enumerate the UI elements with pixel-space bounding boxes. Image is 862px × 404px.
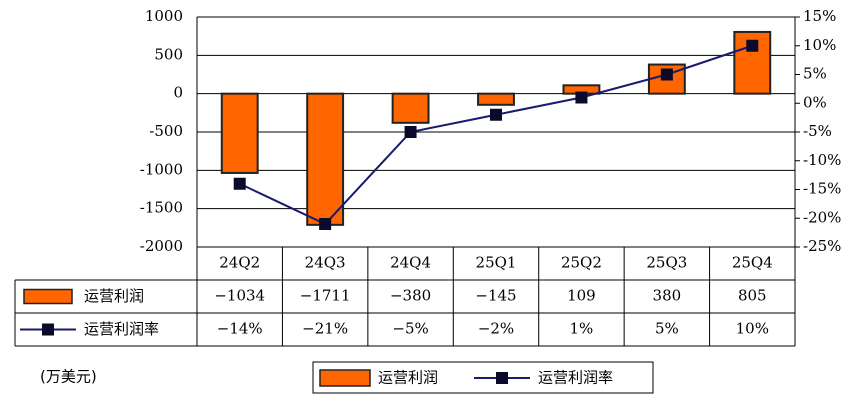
bar <box>306 92 345 226</box>
bar <box>391 92 430 124</box>
table-value: 5% <box>655 320 679 338</box>
y-tick-label: -1000 <box>140 160 183 178</box>
y2-tick-label: 10% <box>803 36 836 54</box>
y2-tick-label: -15% <box>803 180 841 198</box>
table-value: −14% <box>217 320 263 338</box>
y2-tick-label: -20% <box>803 208 841 226</box>
marker <box>404 126 417 138</box>
table-value: −21% <box>302 320 348 338</box>
unit-note: (万美元) <box>40 368 97 386</box>
table-value: −5% <box>392 320 428 338</box>
x-tick-label: 25Q4 <box>732 254 773 272</box>
table-value: −2% <box>478 320 514 338</box>
table-value: 10% <box>736 320 769 338</box>
table-value: 380 <box>653 287 682 305</box>
y2-tick-label: -5% <box>803 122 832 140</box>
x-tick-label: 25Q1 <box>476 254 517 272</box>
legend-box <box>312 361 654 394</box>
y-tick-label: 1000 <box>145 7 183 25</box>
y-tick-label: 0 <box>173 84 183 102</box>
y2-tick-label: 5% <box>803 65 827 83</box>
legend-marker <box>496 372 508 384</box>
table-value: −145 <box>475 287 516 305</box>
table-value: 1% <box>570 320 594 338</box>
bar <box>220 92 259 174</box>
legend-marker <box>42 323 54 336</box>
row-label: 运营利润 <box>84 287 144 305</box>
table-value: −1034 <box>214 287 265 305</box>
table-value: −1711 <box>300 287 351 305</box>
row-label: 运营利润率 <box>84 320 159 338</box>
y2-tick-label: -25% <box>803 237 841 255</box>
x-tick-label: 24Q3 <box>305 254 346 272</box>
bar <box>477 92 515 106</box>
y-tick-label: -500 <box>149 122 183 140</box>
marker <box>660 68 673 81</box>
y-tick-label: -1500 <box>140 199 183 217</box>
y2-tick-label: -10% <box>803 151 841 169</box>
table-value: 805 <box>738 287 767 305</box>
marker <box>319 218 332 230</box>
marker <box>233 177 246 190</box>
x-tick-label: 25Q3 <box>646 254 687 272</box>
x-tick-label: 24Q4 <box>390 254 431 272</box>
y-tick-label: 500 <box>154 45 183 63</box>
legend-swatch <box>23 288 73 305</box>
marker <box>575 91 588 104</box>
legend-label: 运营利润 <box>378 369 438 387</box>
legend-label: 运营利润率 <box>538 369 613 387</box>
table-value: −380 <box>390 287 431 305</box>
y2-tick-label: 0% <box>803 93 827 111</box>
x-tick-label: 24Q2 <box>219 254 260 272</box>
table-value: 109 <box>567 287 596 305</box>
legend-swatch <box>319 369 371 387</box>
y-tick-label: -2000 <box>140 237 183 255</box>
x-tick-label: 25Q2 <box>561 254 602 272</box>
marker <box>490 108 502 121</box>
y2-tick-label: 15% <box>803 7 836 25</box>
marker <box>746 39 759 52</box>
